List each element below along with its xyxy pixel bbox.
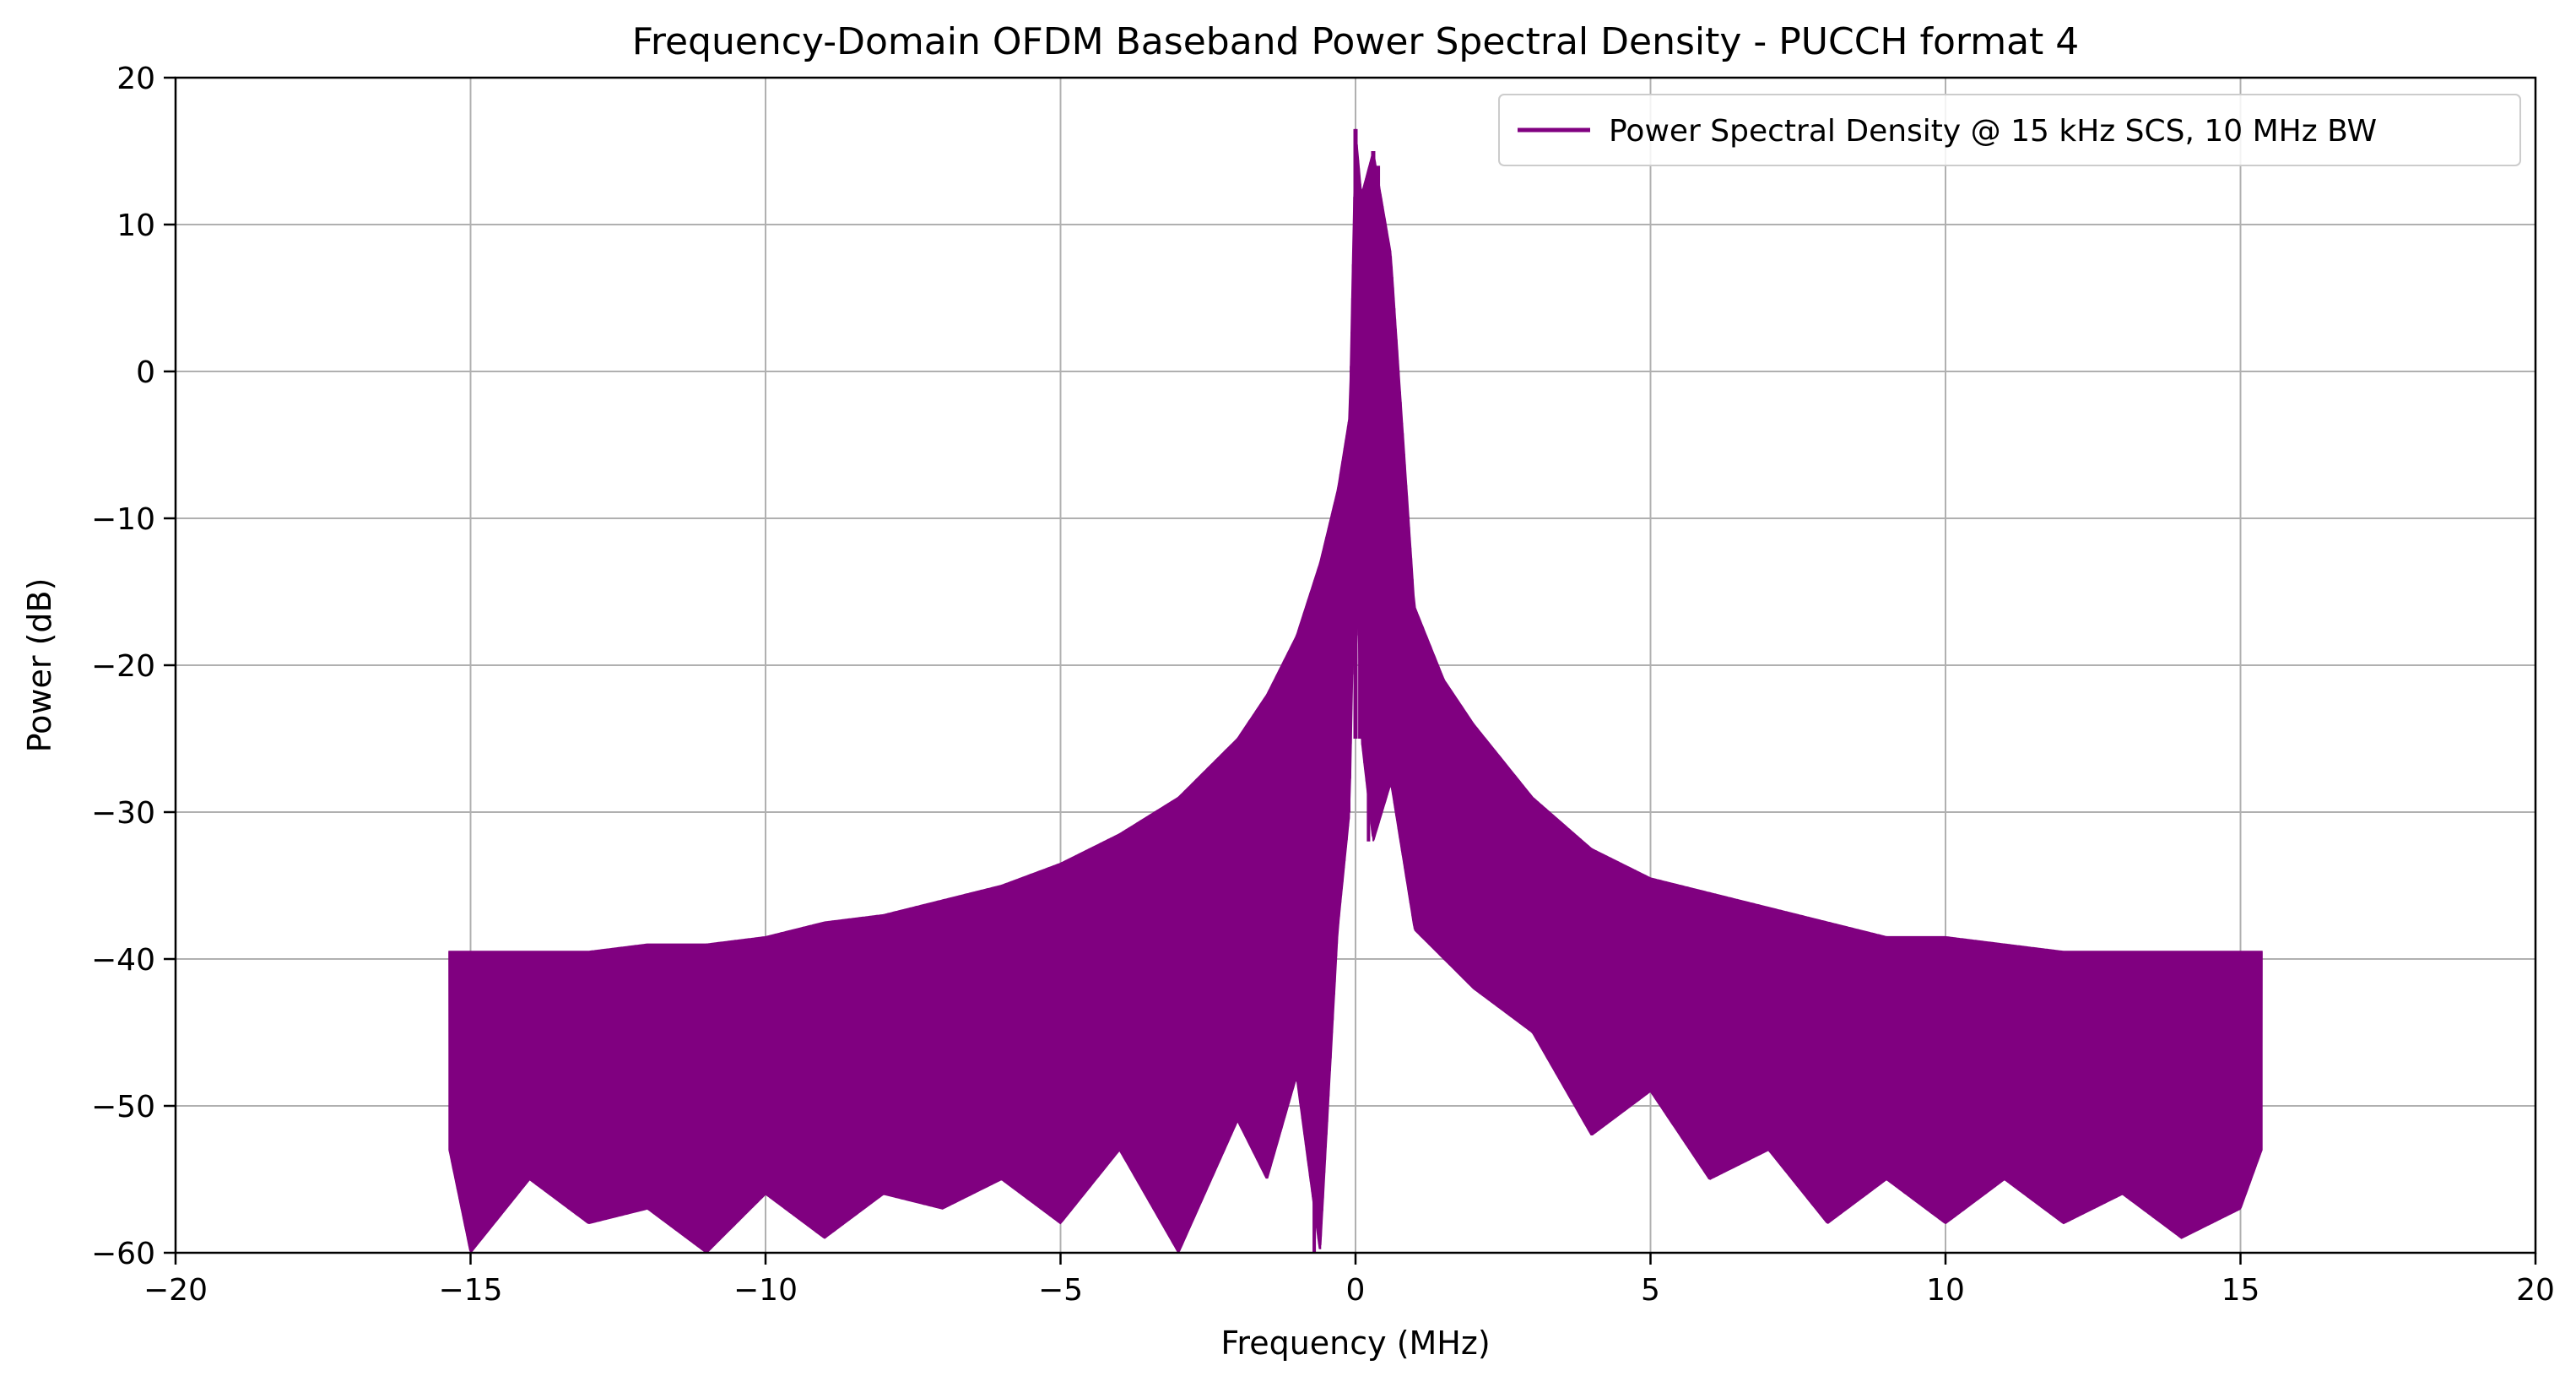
axis-ticks: −20 −15 −10 −5 0 5 10 15 20−60−50−40−30−20−10010…	[91, 62, 2555, 1308]
y-tick-label: −60	[91, 1237, 155, 1271]
y-tick-label: −40	[91, 943, 155, 978]
chart-title: Frequency-Domain OFDM Baseband Power Spe…	[632, 20, 2080, 63]
x-tick-label: 0	[1346, 1273, 1366, 1308]
legend-box	[1498, 94, 2521, 166]
y-tick-label: −30	[91, 796, 155, 831]
x-tick-label: 15	[2222, 1273, 2260, 1308]
x-tick-label: 10	[1926, 1273, 1965, 1308]
x-tick-label: −20	[143, 1273, 208, 1308]
x-tick-label: −10	[733, 1273, 798, 1308]
legend-label: Power Spectral Density @ 15 kHz SCS, 10 …	[1609, 114, 2377, 149]
y-tick-label: 10	[116, 209, 155, 243]
x-tick-label: 5	[1641, 1273, 1660, 1308]
y-tick-label: −10	[91, 502, 155, 537]
x-tick-label: −15	[439, 1273, 503, 1308]
x-axis-label: Frequency (MHz)	[1220, 1325, 1490, 1362]
y-tick-label: −50	[91, 1090, 155, 1124]
x-tick-label: −5	[1038, 1273, 1083, 1308]
y-tick-label: 20	[116, 62, 155, 96]
x-tick-label: 20	[2516, 1273, 2555, 1308]
plot-area	[448, 128, 2263, 1254]
y-tick-label: −20	[91, 649, 155, 684]
legend: Power Spectral Density @ 15 kHz SCS, 10 …	[1498, 94, 2521, 166]
y-axis-label: Power (dB)	[21, 578, 58, 753]
y-tick-label: 0	[136, 355, 155, 390]
